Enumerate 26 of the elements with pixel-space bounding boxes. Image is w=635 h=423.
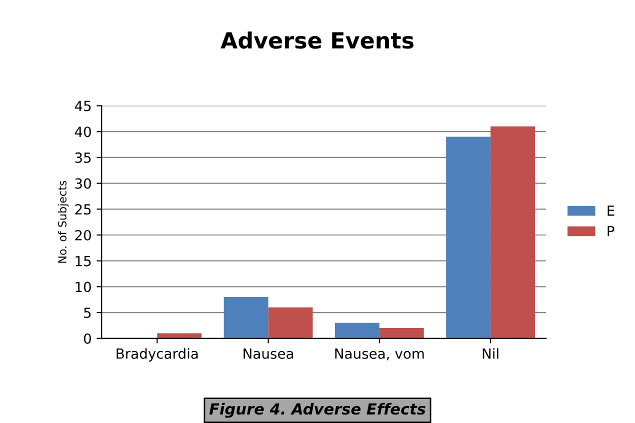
bar xyxy=(446,136,491,338)
chart-title: Adverse Events xyxy=(220,32,414,49)
y-tick-label: 15 xyxy=(76,256,91,266)
x-tick-label: Nausea, vom xyxy=(335,348,424,360)
y-tick-label: 20 xyxy=(75,230,91,240)
y-tick-label: 25 xyxy=(75,204,91,215)
bar xyxy=(334,322,380,338)
legend-label: P xyxy=(608,226,614,236)
caption: Figure 4. Adverse Effects xyxy=(209,402,426,418)
y-tick-label: 0 xyxy=(84,333,91,344)
y-axis-title: No. of Subjects xyxy=(58,180,69,263)
y-tick-label: 5 xyxy=(84,308,91,318)
bar xyxy=(157,333,202,338)
bar xyxy=(268,307,313,338)
y-tick-label: 40 xyxy=(74,126,91,138)
y-tick-label: 10 xyxy=(76,282,91,292)
x-tick-label: Nausea xyxy=(244,348,294,359)
x-tick-label: Nil xyxy=(482,348,498,359)
y-tick-label: 35 xyxy=(75,152,91,163)
bar xyxy=(379,328,424,338)
y-tick-label: 30 xyxy=(75,178,91,189)
bar xyxy=(490,126,535,338)
y-tick-label: 45 xyxy=(74,100,91,112)
legend-label: E xyxy=(608,206,614,216)
bar xyxy=(224,297,268,338)
x-tick-label: Bradycardia xyxy=(116,348,198,362)
